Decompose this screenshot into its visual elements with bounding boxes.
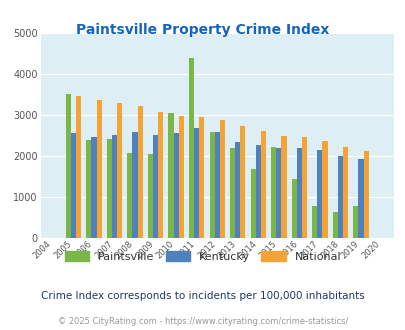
Bar <box>91 137 96 238</box>
Bar <box>168 113 173 238</box>
Text: © 2025 CityRating.com - https://www.cityrating.com/crime-statistics/: © 2025 CityRating.com - https://www.city… <box>58 317 347 326</box>
Bar <box>296 148 301 238</box>
Bar <box>291 179 296 238</box>
Bar <box>158 113 163 238</box>
Bar <box>112 135 117 238</box>
Bar <box>301 137 306 238</box>
Bar <box>255 145 260 238</box>
Bar <box>137 106 143 238</box>
Bar <box>234 142 240 238</box>
Bar <box>209 132 214 238</box>
Bar <box>199 117 204 238</box>
Bar <box>66 94 71 238</box>
Bar <box>117 103 122 238</box>
Text: Paintsville Property Crime Index: Paintsville Property Crime Index <box>76 23 329 37</box>
Text: Crime Index corresponds to incidents per 100,000 inhabitants: Crime Index corresponds to incidents per… <box>41 291 364 301</box>
Bar <box>173 133 178 238</box>
Bar <box>322 141 327 238</box>
Bar <box>250 169 255 238</box>
Legend: Paintsville, Kentucky, National: Paintsville, Kentucky, National <box>60 247 345 267</box>
Bar <box>317 150 322 238</box>
Bar <box>96 100 101 238</box>
Bar <box>332 212 337 238</box>
Bar <box>214 132 219 238</box>
Bar <box>358 159 362 238</box>
Bar <box>86 140 91 238</box>
Bar <box>271 147 275 238</box>
Bar <box>107 139 112 238</box>
Bar <box>240 126 245 238</box>
Bar <box>71 133 76 238</box>
Bar <box>132 132 137 238</box>
Bar <box>352 206 358 238</box>
Bar <box>230 148 234 238</box>
Bar <box>147 154 153 238</box>
Bar <box>311 206 317 238</box>
Bar <box>188 58 194 238</box>
Bar <box>194 127 199 238</box>
Bar <box>337 156 342 238</box>
Bar <box>127 153 132 238</box>
Bar <box>275 148 281 238</box>
Bar <box>76 96 81 238</box>
Bar <box>342 147 347 238</box>
Bar <box>281 136 286 238</box>
Bar <box>178 116 183 238</box>
Bar <box>362 151 368 238</box>
Bar <box>260 131 265 238</box>
Bar <box>153 135 158 238</box>
Bar <box>219 120 224 238</box>
